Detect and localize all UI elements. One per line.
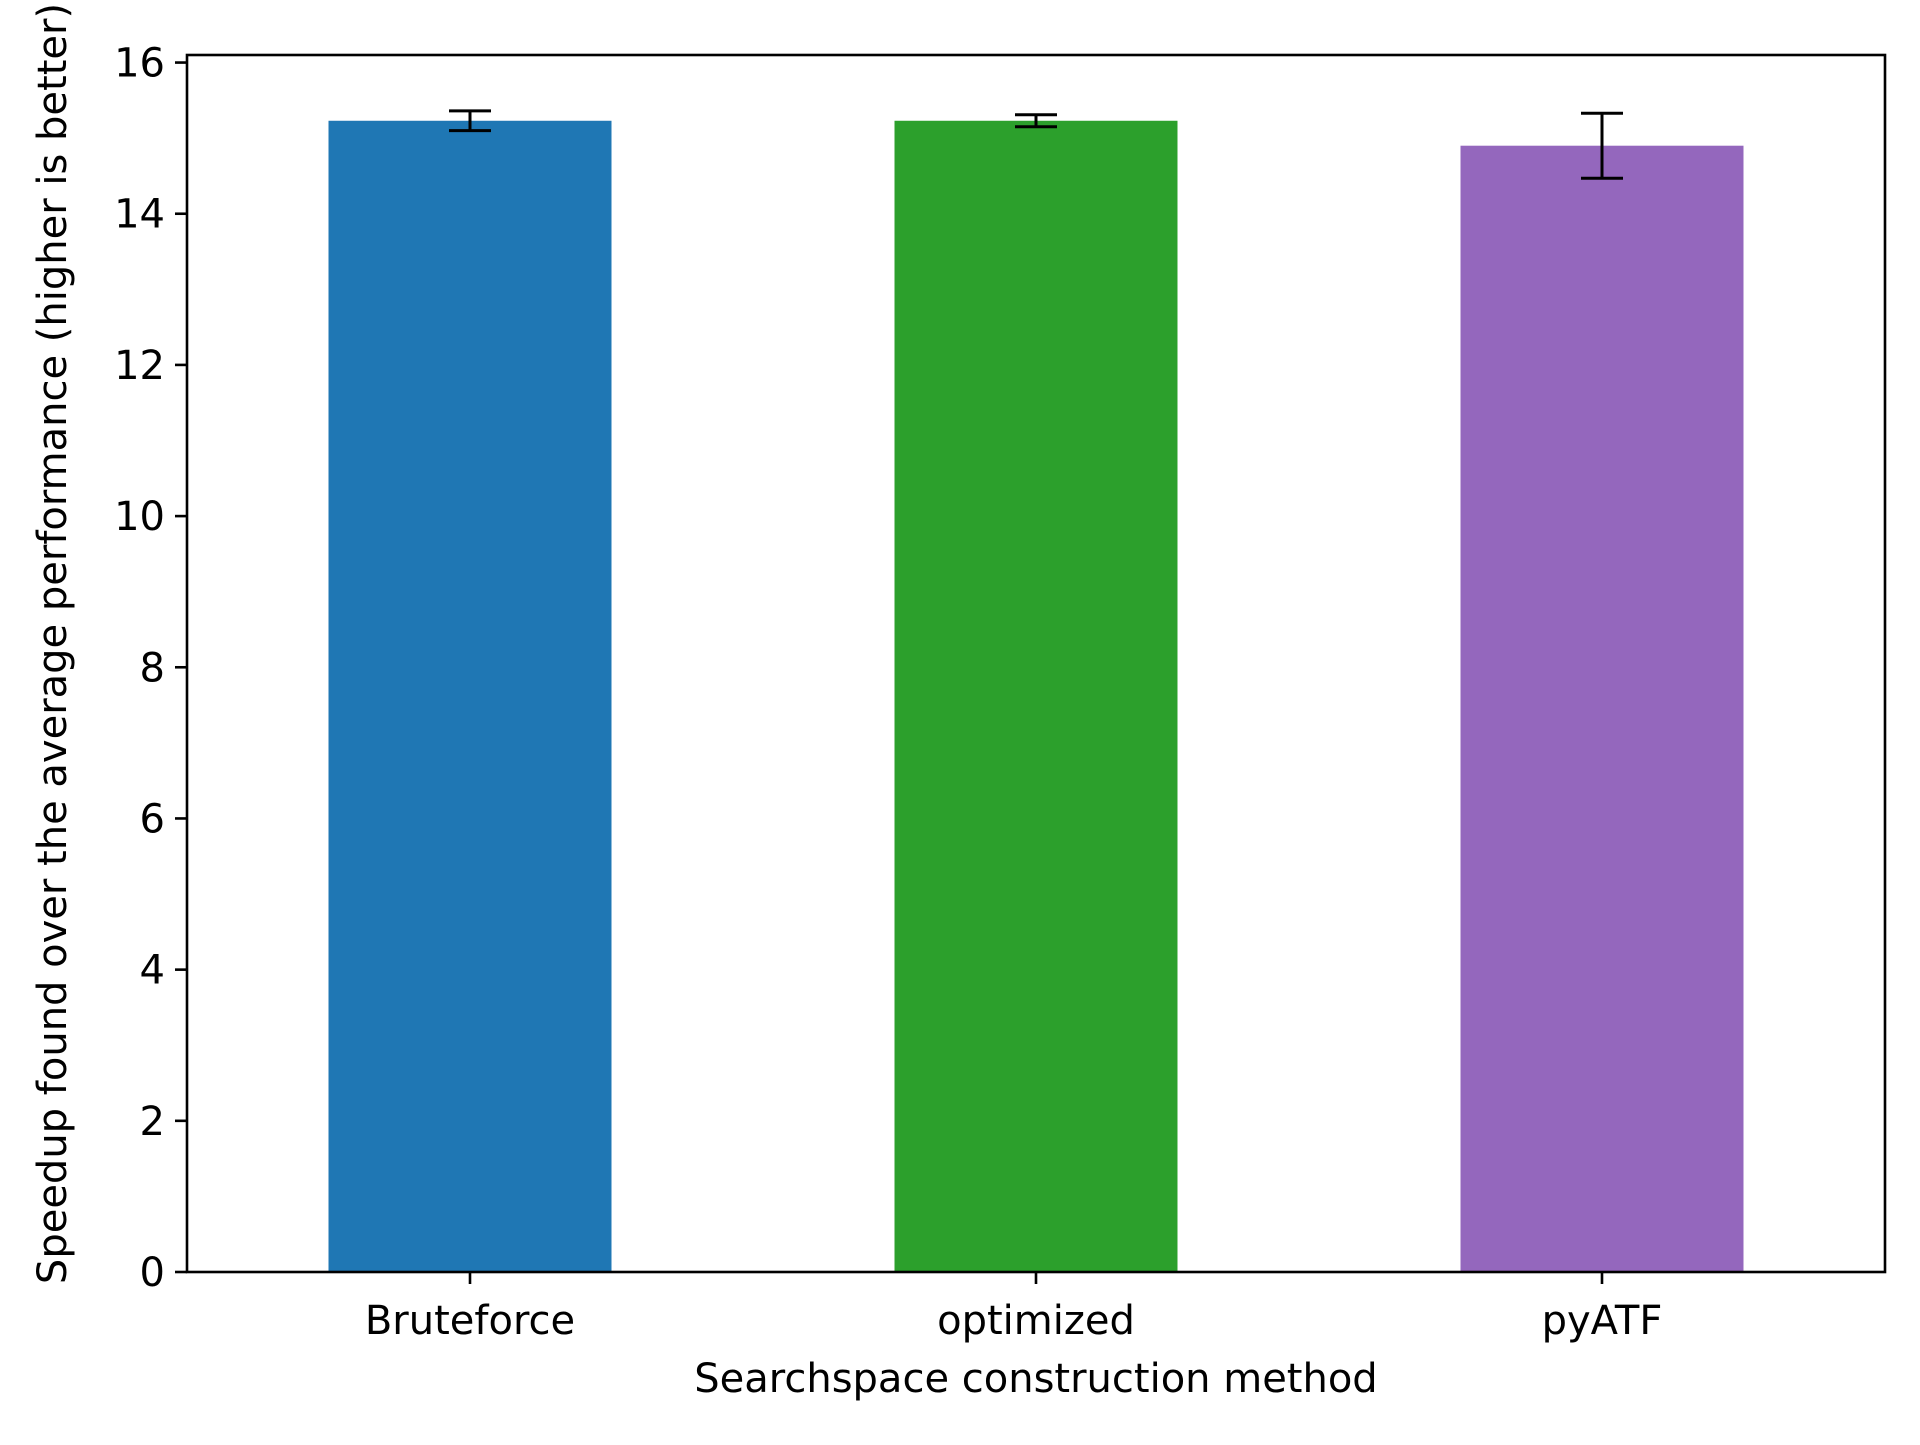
y-tick-label: 6 bbox=[140, 796, 165, 842]
y-axis: 0 2 4 6 8 10 12 14 16 bbox=[114, 41, 187, 1296]
x-axis: Bruteforce optimized pyATF bbox=[365, 1272, 1663, 1344]
y-tick-label: 16 bbox=[114, 41, 165, 87]
error-bars-layer bbox=[449, 109, 1623, 180]
y-tick-label: 12 bbox=[114, 343, 165, 389]
bar-pyatf bbox=[1460, 145, 1744, 1273]
bar-bruteforce bbox=[328, 120, 612, 1273]
x-axis-label: Searchspace construction method bbox=[694, 1356, 1377, 1402]
x-tick-label: optimized bbox=[937, 1298, 1135, 1344]
y-tick-label: 4 bbox=[140, 948, 165, 994]
y-axis-label: Speedup found over the average performan… bbox=[30, 3, 76, 1284]
y-tick-label: 0 bbox=[140, 1250, 165, 1296]
y-tick-label: 10 bbox=[114, 494, 165, 540]
y-tick-label: 8 bbox=[140, 645, 165, 691]
x-tick-label: pyATF bbox=[1542, 1298, 1663, 1344]
x-tick-label: Bruteforce bbox=[365, 1298, 575, 1344]
bar-optimized bbox=[894, 120, 1178, 1273]
y-tick-label: 2 bbox=[140, 1099, 165, 1145]
y-tick-label: 14 bbox=[114, 192, 165, 238]
bars-layer bbox=[328, 120, 1744, 1273]
